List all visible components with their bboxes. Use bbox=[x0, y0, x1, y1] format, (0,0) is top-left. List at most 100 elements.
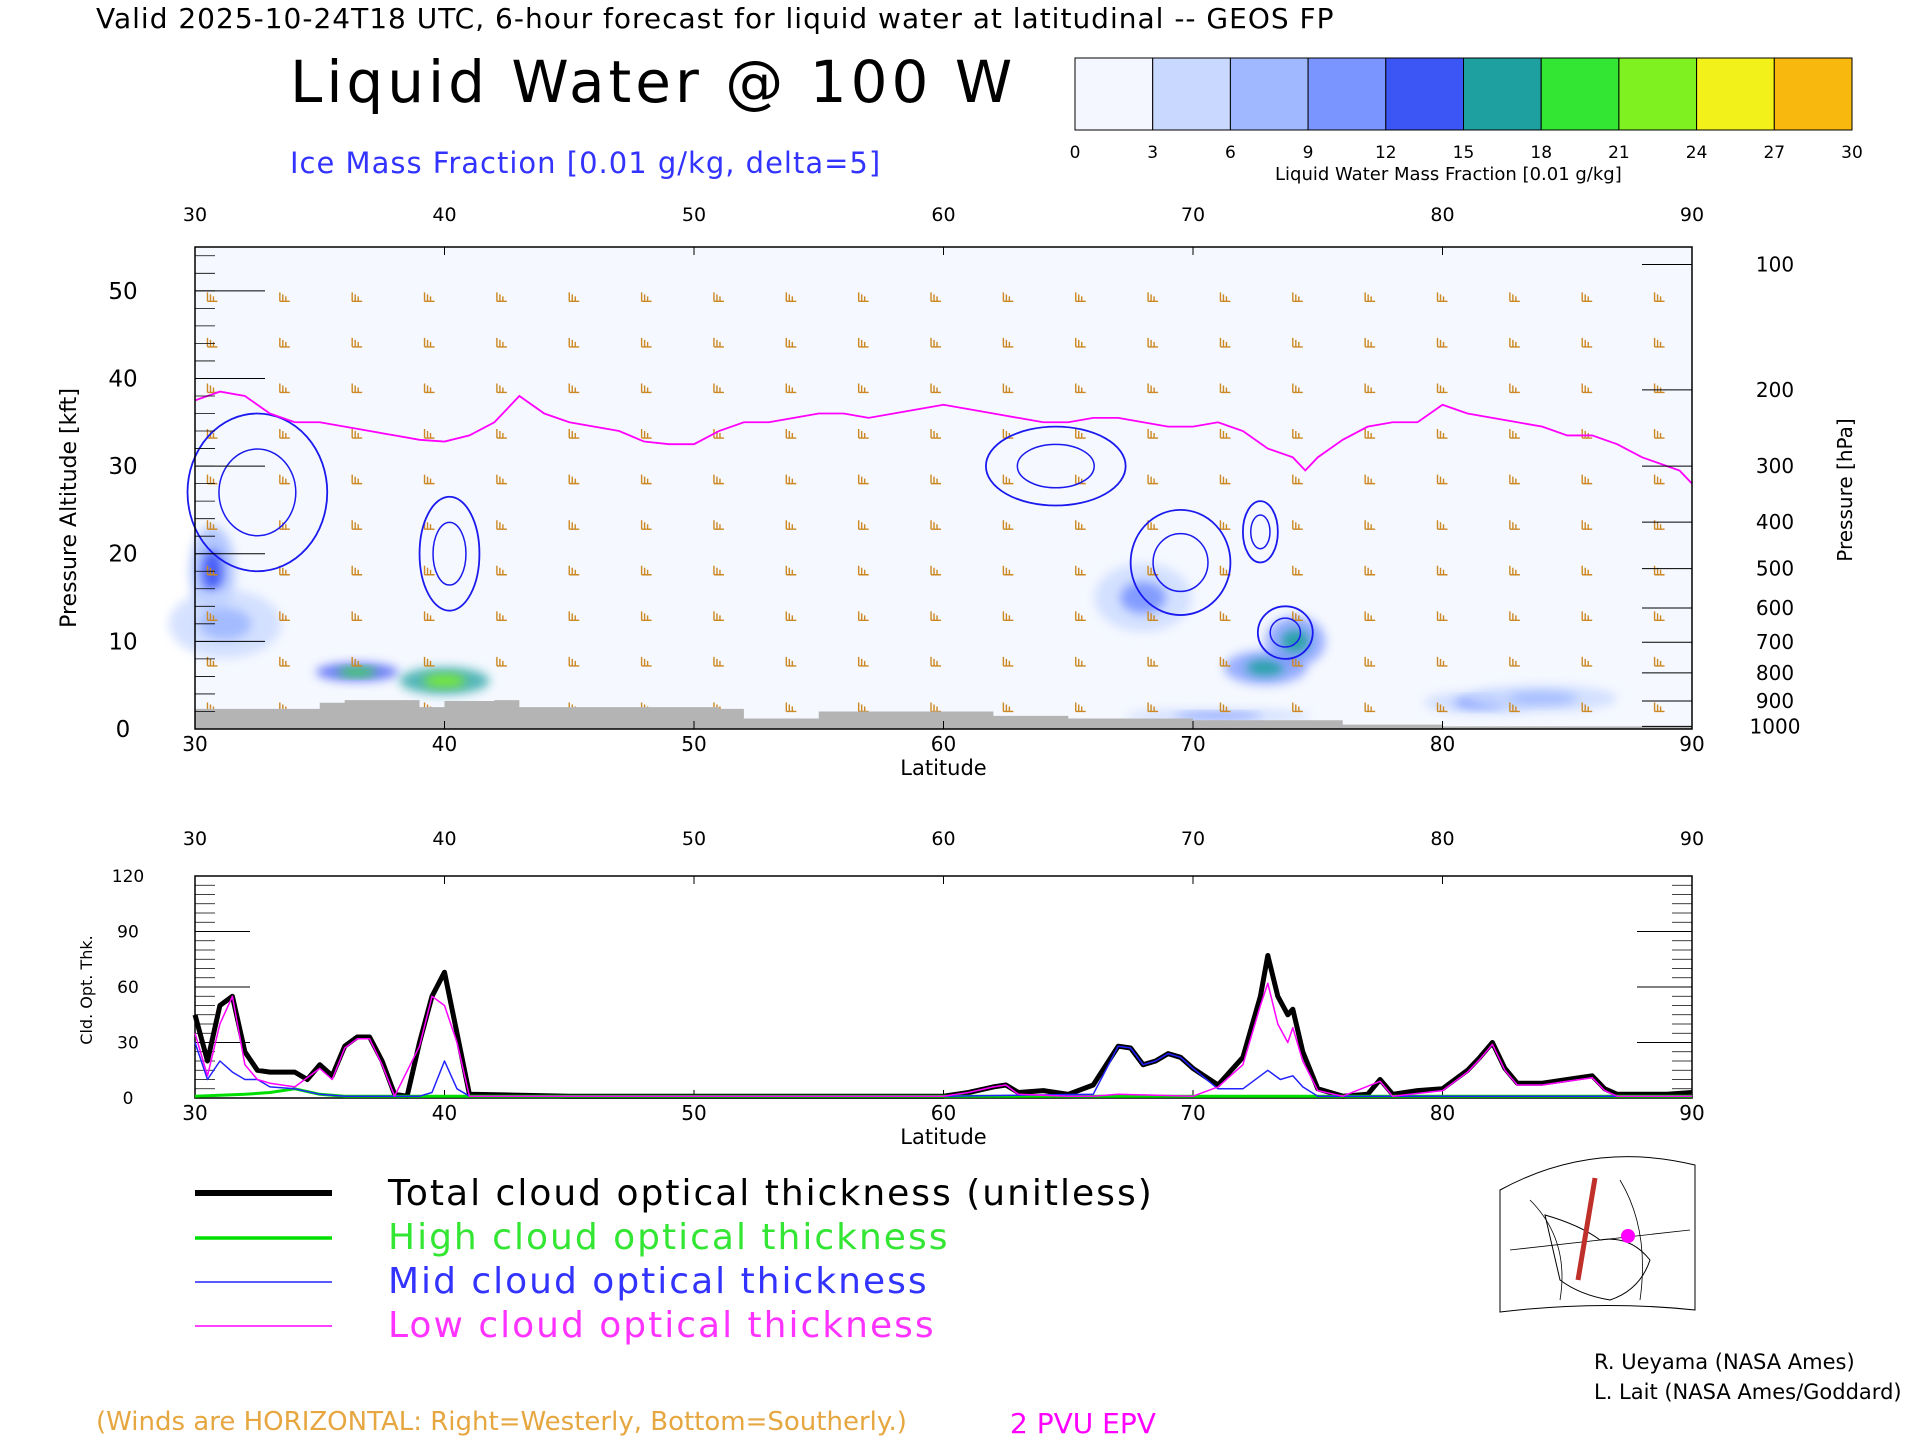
wind-barb bbox=[930, 565, 942, 576]
wind-barb bbox=[568, 565, 580, 576]
wind-barb bbox=[279, 611, 290, 622]
wind-barb bbox=[930, 611, 942, 622]
cross-section-background bbox=[195, 247, 1692, 729]
wind-barb bbox=[930, 474, 942, 485]
wind-barb bbox=[857, 383, 869, 394]
wind-barb bbox=[1219, 383, 1231, 394]
wind-barb bbox=[930, 656, 942, 667]
wind-barb bbox=[1147, 429, 1159, 439]
wind-barb bbox=[640, 292, 652, 303]
x-tick-label-bottom: 40 bbox=[432, 1101, 457, 1125]
wind-barb bbox=[1147, 611, 1159, 622]
colorbar-swatch bbox=[1074, 57, 1154, 131]
ice-contour bbox=[1256, 605, 1314, 660]
x-tick-label-bottom: 50 bbox=[681, 732, 706, 756]
wind-barb bbox=[351, 656, 363, 667]
wind-barb bbox=[1509, 702, 1520, 713]
x-tick-label-top: 80 bbox=[1430, 828, 1454, 850]
y-tick-label: 30 bbox=[108, 454, 137, 480]
wind-barb bbox=[351, 474, 363, 485]
wind-barb bbox=[568, 383, 580, 394]
wind-barb bbox=[1292, 474, 1303, 485]
wind-barb bbox=[1364, 383, 1376, 394]
optical-thickness-frame bbox=[194, 875, 1693, 1099]
wind-barb bbox=[1002, 565, 1014, 576]
wind-barb bbox=[351, 337, 363, 348]
liquid-water-core bbox=[1246, 659, 1285, 676]
series-line bbox=[194, 982, 1692, 1097]
wind-barb bbox=[1581, 429, 1593, 439]
wind-barb bbox=[1219, 656, 1231, 667]
ice-contour-inner bbox=[432, 521, 467, 586]
y-tick-label: 50 bbox=[108, 279, 137, 305]
colorbar-swatch bbox=[1773, 57, 1853, 131]
wind-barb bbox=[1075, 337, 1086, 348]
y-tick-label: 60 bbox=[117, 978, 139, 998]
wind-barb bbox=[1147, 520, 1159, 530]
wind-barb bbox=[279, 292, 290, 303]
wind-barb bbox=[279, 429, 290, 439]
wind-barb bbox=[496, 292, 507, 303]
wind-barb bbox=[1147, 383, 1159, 394]
legend-low-label: Low cloud optical thickness bbox=[388, 1305, 936, 1346]
wind-barb bbox=[1509, 611, 1520, 622]
header-valid-line: Valid 2025-10-24T18 UTC, 6-hour forecast… bbox=[96, 2, 1335, 35]
wind-barb bbox=[1509, 383, 1520, 394]
wind-barb bbox=[1364, 520, 1376, 530]
wind-barb bbox=[1364, 565, 1376, 576]
x-tick-label-top: 70 bbox=[1181, 828, 1205, 850]
x-tick-label-bottom: 50 bbox=[681, 1101, 706, 1125]
colorbar-tick-label: 24 bbox=[1686, 143, 1708, 163]
x-axis-label: Latitude bbox=[900, 1125, 986, 1149]
wind-barb bbox=[1219, 474, 1231, 485]
colorbar-tick-label: 18 bbox=[1530, 143, 1552, 163]
x-tick-label-bottom: 60 bbox=[931, 1101, 956, 1125]
ice-contour-inner bbox=[1269, 617, 1302, 648]
wind-barb bbox=[1075, 611, 1086, 622]
wind-barb bbox=[351, 520, 363, 530]
wind-barb bbox=[1219, 337, 1231, 348]
wind-barb bbox=[1581, 292, 1593, 303]
y-tick-label: 0 bbox=[116, 717, 131, 743]
wind-barb bbox=[785, 611, 797, 622]
colorbar-swatch bbox=[1152, 57, 1231, 131]
wind-barb bbox=[206, 611, 218, 622]
wind-barb bbox=[1219, 702, 1231, 713]
wind-barb bbox=[785, 474, 797, 485]
wind-barb bbox=[713, 292, 724, 303]
wind-barb bbox=[1147, 337, 1159, 348]
pressure-tick-label: 400 bbox=[1756, 510, 1794, 534]
wind-barb bbox=[713, 383, 724, 394]
wind-barb bbox=[423, 337, 435, 348]
x-tick-label-bottom: 70 bbox=[1180, 1101, 1205, 1125]
pvu-note: 2 PVU EPV bbox=[1010, 1407, 1156, 1440]
colorbar-swatch bbox=[1696, 57, 1775, 131]
wind-barb bbox=[1219, 611, 1231, 622]
colorbar-label: Liquid Water Mass Fraction [0.01 g/kg] bbox=[1275, 164, 1622, 185]
wind-barb bbox=[1075, 656, 1086, 667]
wind-barb bbox=[1075, 429, 1086, 439]
wind-barb bbox=[206, 337, 218, 348]
wind-barb bbox=[785, 656, 797, 667]
x-tick-label-bottom: 80 bbox=[1430, 1101, 1455, 1125]
pressure-tick-label: 900 bbox=[1756, 689, 1794, 713]
wind-barb bbox=[423, 383, 435, 394]
wind-barb bbox=[930, 292, 942, 303]
wind-barb bbox=[568, 429, 580, 439]
x-tick-label-bottom: 80 bbox=[1430, 732, 1455, 756]
liquid-water-core bbox=[1507, 692, 1578, 705]
wind-barb bbox=[279, 337, 290, 348]
wind-barb bbox=[1509, 429, 1520, 439]
wind-barb bbox=[1509, 520, 1520, 530]
ice-contour-inner bbox=[1152, 532, 1209, 593]
wind-barb bbox=[279, 656, 290, 667]
wind-barb bbox=[785, 383, 797, 394]
wind-barb bbox=[1292, 429, 1303, 439]
x-tick-label-bottom: 30 bbox=[182, 1101, 207, 1125]
wind-barb bbox=[713, 611, 724, 622]
wind-barb bbox=[1002, 337, 1014, 348]
wind-barb bbox=[496, 611, 507, 622]
wind-barb bbox=[640, 383, 652, 394]
wind-barb bbox=[930, 520, 942, 530]
legend-swatches bbox=[195, 1190, 332, 1327]
